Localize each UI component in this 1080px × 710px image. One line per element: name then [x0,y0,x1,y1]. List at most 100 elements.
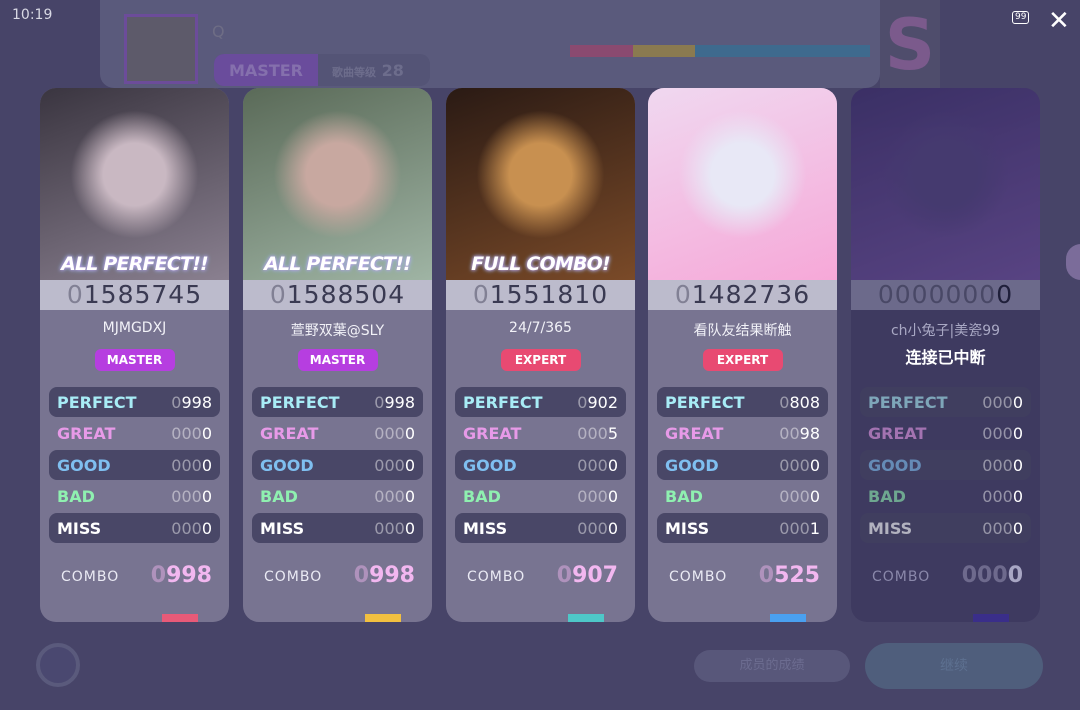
member-results-button[interactable]: 成员的成绩 [694,650,850,682]
stat-label: GREAT [260,424,319,443]
stat-count: 0808 [779,392,820,412]
stat-count: 0000 [374,518,415,538]
score: 01482736 [648,280,837,310]
stat-row-perfect: PERFECT 0998 [252,387,423,417]
difficulty-badge: EXPERT [702,349,783,371]
difficulty-badge: MASTER [297,349,378,371]
song-title: Q [212,22,225,41]
player-name: 萱野双葉@SLY [290,323,385,339]
clock: 10:19 [12,7,53,23]
stat-count: 0000 [982,487,1023,506]
stat-count: 0001 [779,518,820,538]
score: 01588504 [243,280,432,310]
stat-row-bad: BAD 0000 [860,482,1031,512]
player-name: MJMGDXJ [102,320,167,336]
stat-label: MISS [463,518,508,538]
stat-row-miss: MISS 0000 [252,513,423,543]
disconnected-label: 连接已中断 [905,348,986,367]
score: 01585745 [40,280,229,310]
combo-value: 0525 [758,563,820,588]
stat-row-good: GOOD 0000 [455,450,626,480]
close-icon[interactable]: ✕ [1048,6,1070,36]
stat-count: 0000 [577,455,618,475]
stat-row-good: GOOD 0000 [657,450,828,480]
stat-count: 0902 [577,392,618,412]
stat-count: 0000 [171,487,212,506]
stat-count: 0000 [982,518,1023,538]
score: 01551810 [446,280,635,310]
stat-count: 0000 [171,424,212,443]
player-avatar-art [243,88,432,280]
combo-label: COMBO [669,569,728,585]
side-tab-button[interactable] [1066,244,1080,280]
player-card: 01482736 看队友结果断触 EXPERT PERFECT 0808 GREAT 009… [648,88,837,622]
stat-label: PERFECT [260,392,340,412]
difficulty-badge: MASTER [94,349,175,371]
stat-count: 0000 [374,455,415,475]
stat-count: 0000 [779,455,820,475]
player-color-bar [365,614,401,622]
stat-label: BAD [665,487,703,506]
stat-row-good: GOOD 0000 [252,450,423,480]
rank-letter: S [880,0,940,88]
stat-row-bad: BAD 0000 [252,482,423,512]
stat-row-great: GREAT 0000 [49,419,220,449]
stat-row-miss: MISS 0001 [657,513,828,543]
stat-label: BAD [57,487,95,506]
stat-row-perfect: PERFECT 0998 [49,387,220,417]
player-card: ALL PERFECT!! 01585745 MJMGDXJ MASTER PERFEC… [40,88,229,622]
player-card: 00000000 ch小兔子|美瓷99 连接已中断 PERFECT 0000 GREAT 0… [851,88,1040,622]
stat-row-bad: BAD 0000 [657,482,828,512]
stat-row-miss: MISS 0000 [860,513,1031,543]
stat-label: GOOD [463,455,517,475]
stat-row-good: GOOD 0000 [49,450,220,480]
level-value: 28 [381,60,404,80]
stat-row-perfect: PERFECT 0902 [455,387,626,417]
stat-label: GOOD [57,455,111,475]
combo-value: 0998 [150,563,212,588]
stat-row-perfect: PERFECT 0000 [860,387,1031,417]
stat-row-miss: MISS 0000 [455,513,626,543]
stat-label: GOOD [260,455,314,475]
stat-label: GREAT [665,424,724,443]
stat-count: 0000 [982,424,1023,443]
stat-row-bad: BAD 0000 [455,482,626,512]
result-label: ALL PERFECT!! [61,253,209,275]
stat-count: 0005 [577,424,618,443]
stat-row-great: GREAT 0000 [860,419,1031,449]
stat-count: 0098 [779,424,820,443]
stat-row-great: GREAT 0098 [657,419,828,449]
result-label: FULL COMBO! [471,253,611,275]
player-color-bar [568,614,604,622]
stat-count: 0000 [982,392,1023,412]
combo-value: 0907 [556,563,618,588]
round-button[interactable] [36,643,80,687]
stat-label: GOOD [868,455,922,475]
song-jacket [124,14,198,84]
score-gauge [570,45,870,57]
stat-label: PERFECT [868,392,948,412]
stat-count: 0000 [577,487,618,506]
player-name: 24/7/365 [509,320,572,336]
stat-row-miss: MISS 0000 [49,513,220,543]
player-card: FULL COMBO! 01551810 24/7/365 EXPERT PERFECT… [446,88,635,622]
stat-label: PERFECT [463,392,543,412]
result-label: ALL PERFECT!! [264,253,412,275]
continue-button[interactable]: 继续 [865,643,1043,689]
combo-label: COMBO [872,569,931,585]
stat-label: BAD [868,487,906,506]
combo-label: COMBO [467,569,526,585]
stat-row-perfect: PERFECT 0808 [657,387,828,417]
stat-row-good: GOOD 0000 [860,450,1031,480]
combo-label: COMBO [61,569,120,585]
stat-count: 0000 [374,424,415,443]
stat-row-bad: BAD 0000 [49,482,220,512]
score: 00000000 [851,280,1040,310]
stat-label: BAD [463,487,501,506]
player-color-bar [770,614,806,622]
stat-count: 0000 [577,518,618,538]
stat-row-great: GREAT 0000 [252,419,423,449]
stat-label: MISS [665,518,710,538]
stat-label: BAD [260,487,298,506]
combo-value: 0000 [961,563,1023,588]
